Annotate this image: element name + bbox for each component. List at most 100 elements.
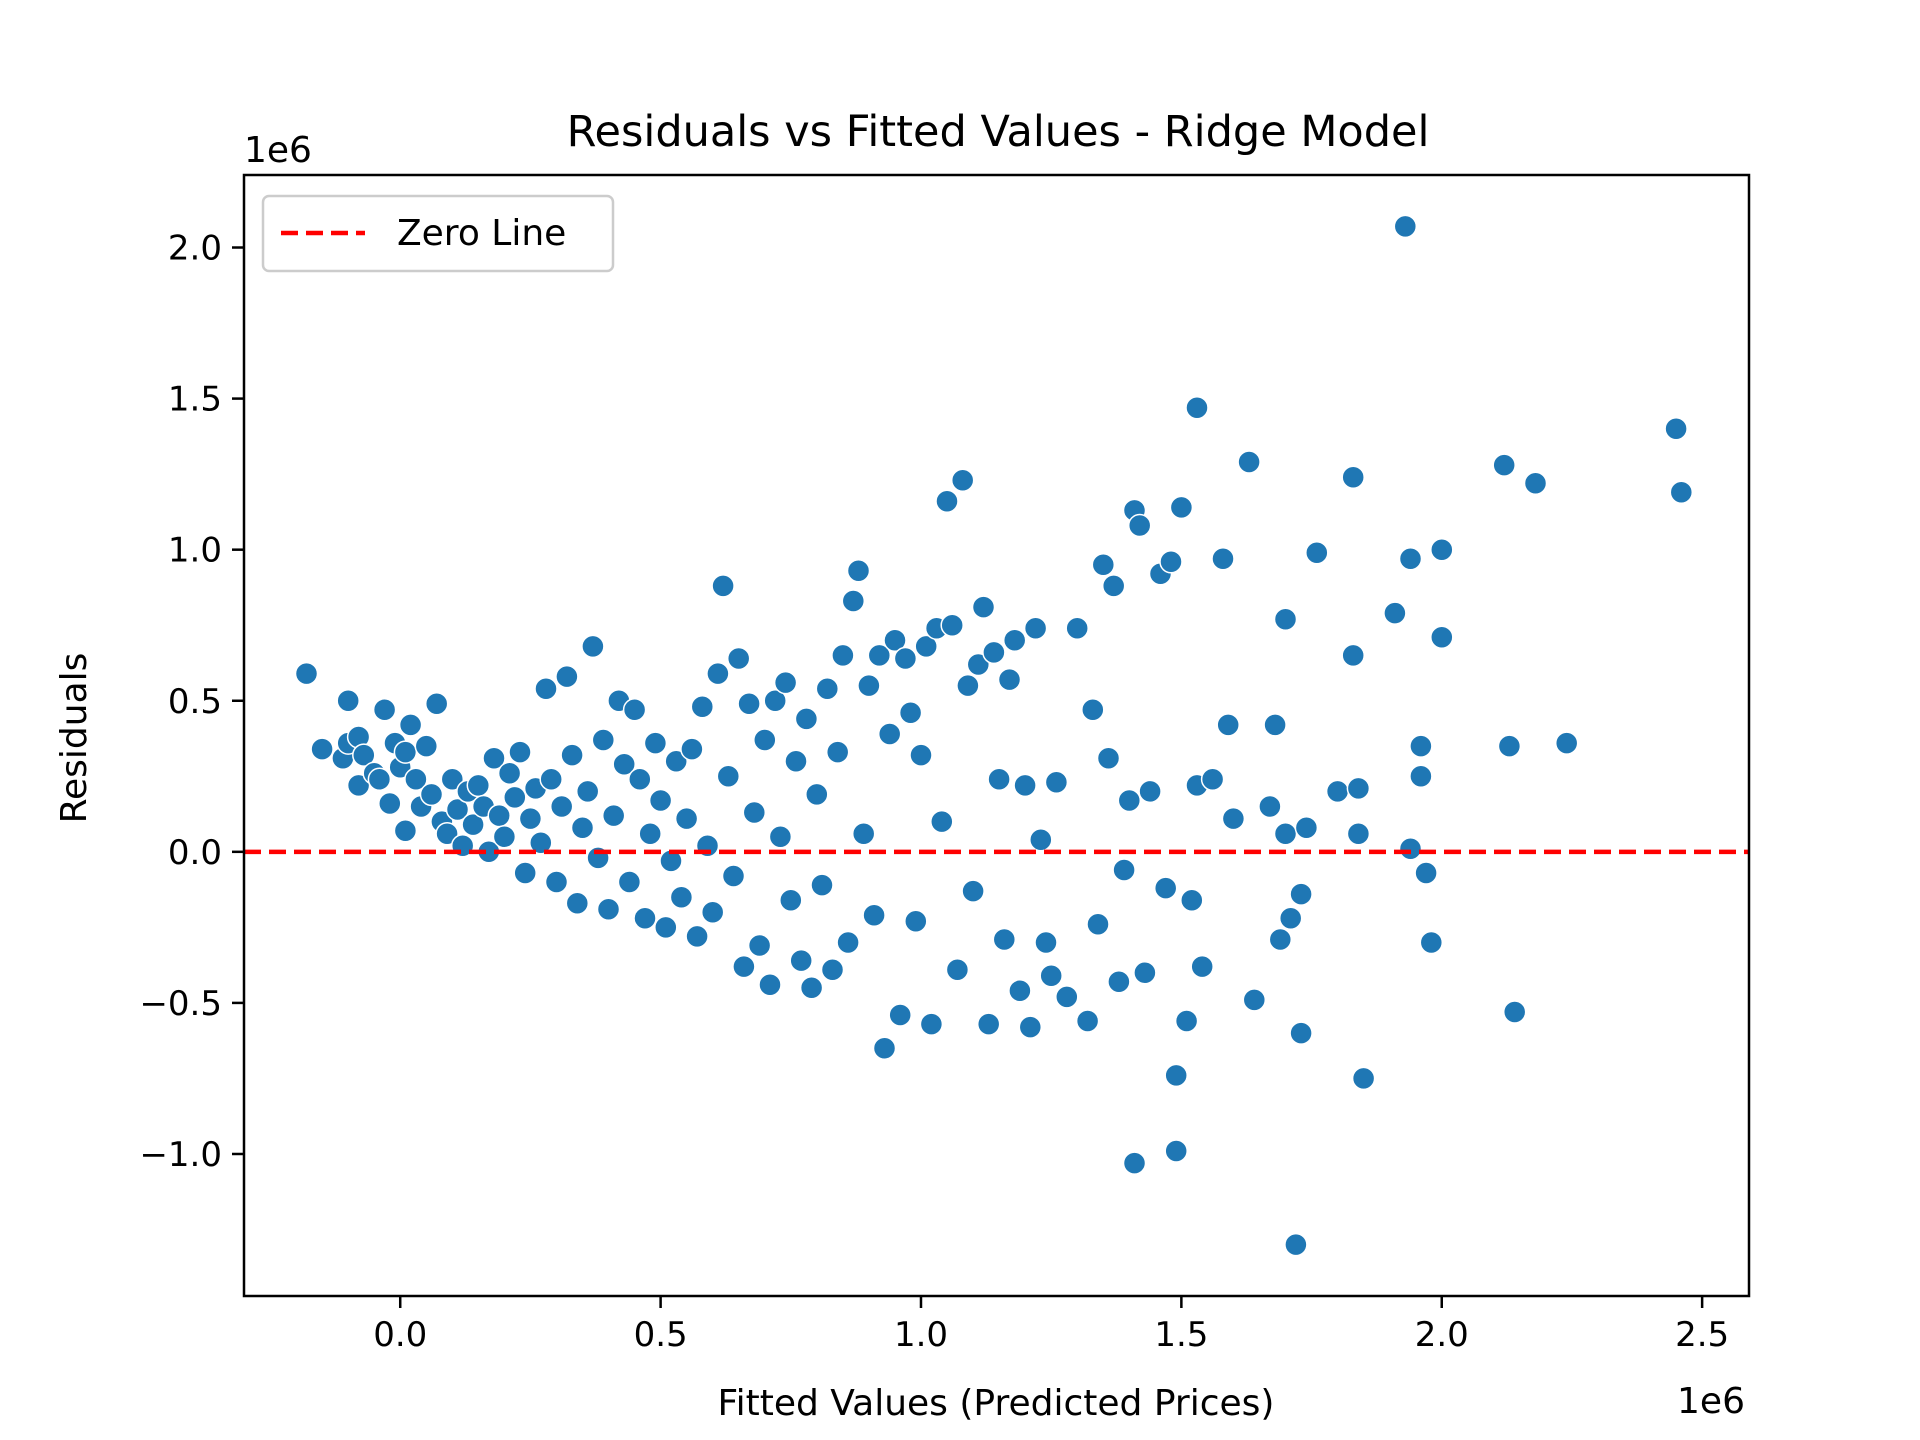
data-point xyxy=(872,1036,897,1060)
data-point xyxy=(393,740,418,764)
data-point xyxy=(1419,930,1444,955)
chart-title: Residuals vs Fitted Values - Ridge Model xyxy=(567,107,1430,157)
data-point xyxy=(805,782,829,807)
data-point xyxy=(982,640,1006,665)
data-point xyxy=(1211,546,1235,571)
data-point xyxy=(1029,827,1053,852)
y-tick-label: 0.0 xyxy=(168,833,222,873)
x-axis-ticks: 0.0 0.5 1.0 1.5 2.0 2.5 xyxy=(373,1296,1729,1355)
data-point xyxy=(883,628,907,653)
data-point xyxy=(1044,770,1069,795)
data-point xyxy=(956,673,980,698)
data-point xyxy=(1190,954,1214,979)
data-point xyxy=(867,643,892,668)
data-point xyxy=(753,728,777,752)
data-point xyxy=(482,746,506,770)
data-point xyxy=(1112,858,1136,882)
data-point xyxy=(508,740,532,764)
data-point xyxy=(628,767,652,792)
scatter-points xyxy=(294,214,1694,1257)
data-point xyxy=(1065,616,1089,640)
data-point xyxy=(654,915,678,940)
data-point xyxy=(1409,734,1433,758)
data-point xyxy=(1430,537,1454,562)
data-point xyxy=(810,873,834,897)
data-point xyxy=(367,767,392,792)
data-point xyxy=(591,728,616,752)
data-point xyxy=(919,1012,944,1036)
data-point xyxy=(539,767,563,792)
data-point xyxy=(1669,480,1694,505)
data-point xyxy=(601,803,626,828)
data-point xyxy=(617,870,642,894)
data-point xyxy=(1133,960,1157,985)
data-point xyxy=(1200,767,1225,792)
data-point xyxy=(1174,1009,1199,1033)
data-point xyxy=(898,701,923,725)
data-point xyxy=(497,761,522,786)
y-tick-label: −1.0 xyxy=(139,1135,222,1175)
data-point xyxy=(1018,1015,1043,1039)
data-point xyxy=(820,957,845,982)
legend-label: Zero Line xyxy=(397,213,566,254)
data-point xyxy=(914,634,938,659)
data-point xyxy=(1034,930,1058,955)
data-point xyxy=(1523,471,1548,495)
data-point xyxy=(1138,779,1162,804)
x-tick-label: 0.0 xyxy=(373,1315,427,1355)
data-point xyxy=(1086,912,1110,937)
data-point xyxy=(1169,495,1194,520)
data-point xyxy=(1497,734,1522,758)
data-point xyxy=(1081,698,1105,722)
data-point xyxy=(930,809,954,834)
data-point xyxy=(1216,713,1240,737)
data-point xyxy=(1002,628,1027,653)
data-point xyxy=(393,818,418,843)
x-tick-label: 0.5 xyxy=(634,1315,688,1355)
data-point xyxy=(445,797,470,822)
data-point xyxy=(857,673,881,698)
data-point xyxy=(372,698,397,722)
data-point xyxy=(529,831,553,855)
data-point xyxy=(612,752,636,776)
data-point xyxy=(841,589,866,613)
data-point xyxy=(1393,214,1418,239)
data-point xyxy=(1164,1063,1188,1088)
data-point xyxy=(935,489,959,514)
data-point xyxy=(1013,773,1037,798)
data-point xyxy=(1554,731,1579,755)
data-point xyxy=(596,897,621,921)
data-point xyxy=(1305,540,1329,565)
data-point xyxy=(1351,1066,1376,1091)
data-point xyxy=(1273,607,1298,631)
data-point xyxy=(1414,861,1438,885)
data-point xyxy=(971,595,996,619)
x-tick-label: 1.0 xyxy=(894,1315,948,1355)
data-point xyxy=(622,698,647,722)
data-point xyxy=(570,815,595,840)
data-point xyxy=(1180,888,1204,912)
data-point xyxy=(799,976,824,1000)
data-point xyxy=(747,933,772,958)
data-point xyxy=(877,722,902,746)
data-point xyxy=(773,670,798,695)
data-point xyxy=(997,667,1022,692)
y-tick-label: 0.5 xyxy=(168,682,222,722)
data-point xyxy=(700,900,725,925)
data-point xyxy=(565,891,590,915)
data-point xyxy=(758,973,782,997)
legend-box xyxy=(261,194,615,273)
data-point xyxy=(336,689,360,713)
y-tick-label: 1.0 xyxy=(168,531,222,571)
data-point xyxy=(846,559,871,583)
data-point xyxy=(831,643,855,668)
data-point xyxy=(1430,625,1454,650)
data-point xyxy=(685,924,709,949)
data-point xyxy=(1039,963,1063,988)
data-point xyxy=(513,861,537,885)
data-point xyxy=(1664,417,1688,441)
data-point xyxy=(1055,985,1079,1009)
data-point xyxy=(518,806,543,831)
data-point xyxy=(549,794,574,819)
y-axis-label: Residuals xyxy=(54,653,95,824)
